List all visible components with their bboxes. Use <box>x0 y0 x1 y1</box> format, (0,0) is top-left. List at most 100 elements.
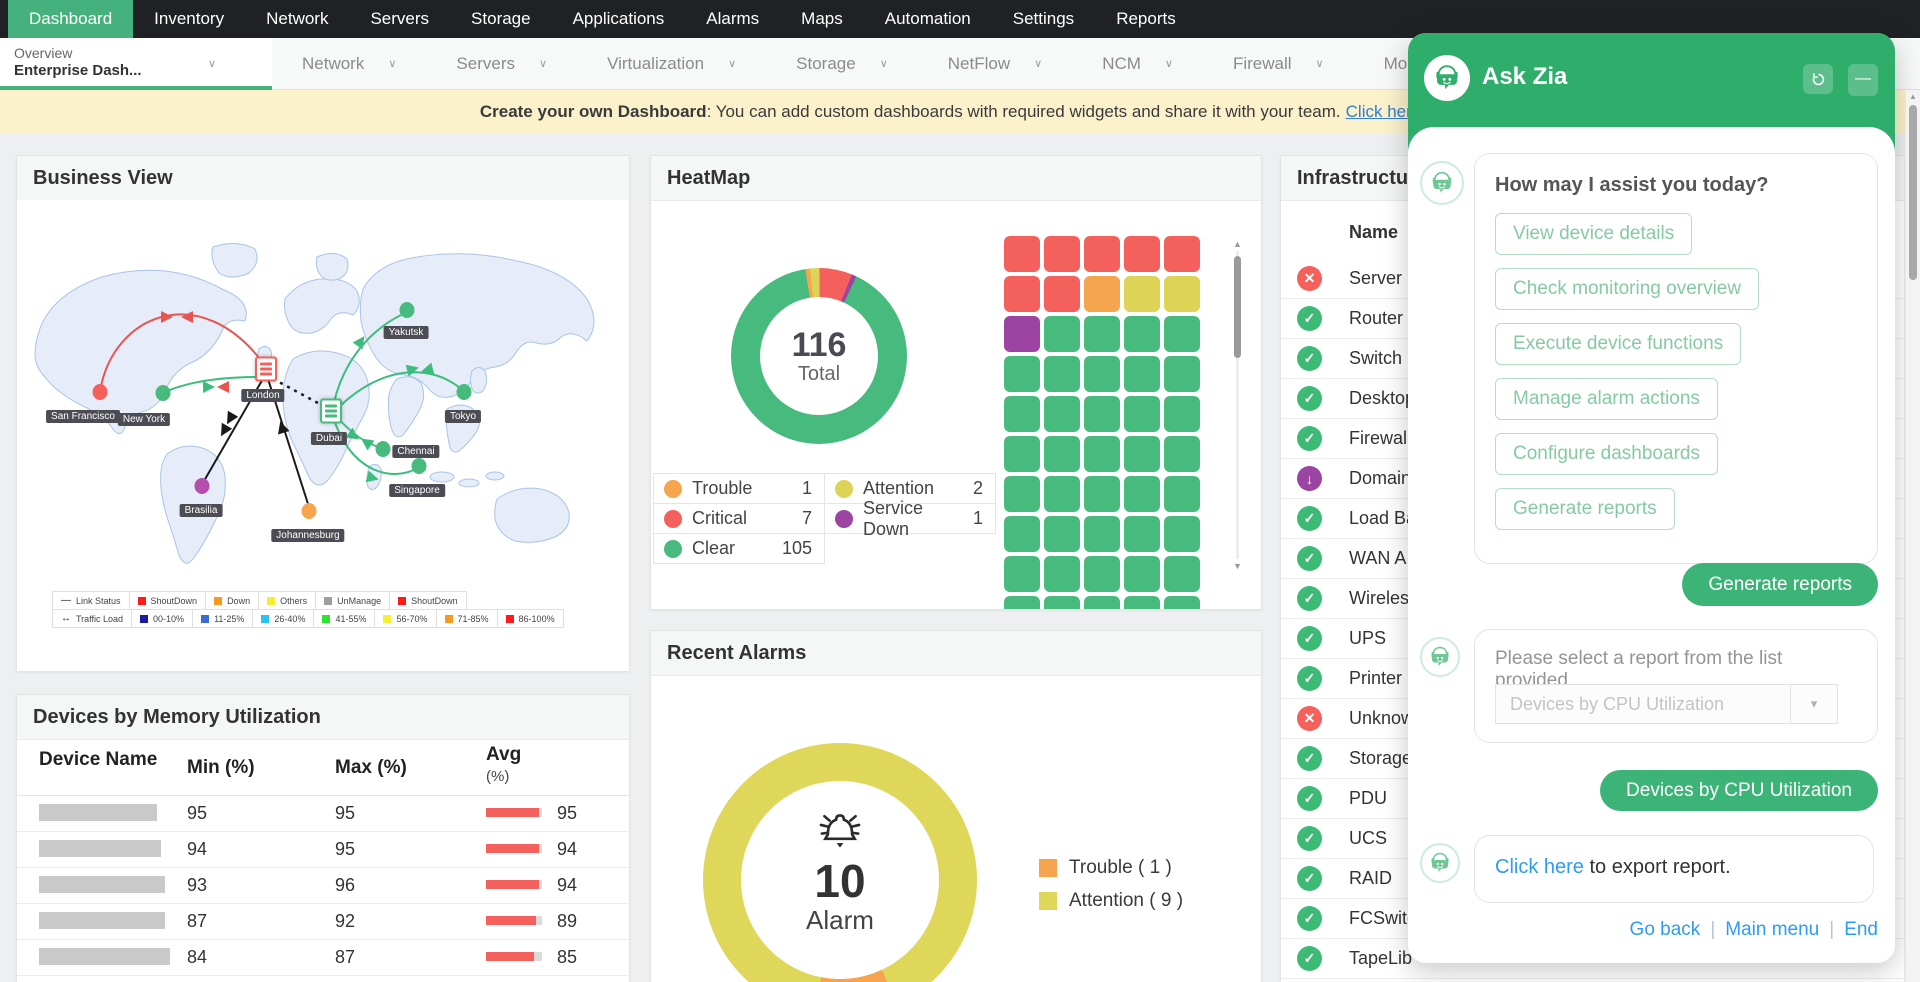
memory-table-row[interactable]: 87 92 89 <box>17 903 629 940</box>
chat-option-configure-dashboards[interactable]: Configure dashboards <box>1495 433 1718 475</box>
map-node-new-york[interactable] <box>155 385 171 401</box>
heatmap-device-square[interactable] <box>1044 236 1080 272</box>
footer-link-main-menu[interactable]: Main menu <box>1725 919 1820 940</box>
memory-table-row[interactable]: 93 96 94 <box>17 867 629 904</box>
page-scrollbar[interactable]: ▲ <box>1905 90 1920 982</box>
heatmap-device-square[interactable] <box>1164 596 1200 609</box>
map-node-brasilia[interactable] <box>194 478 210 494</box>
scroll-up-icon[interactable]: ▲ <box>1909 92 1917 101</box>
heatmap-scrollbar-thumb[interactable] <box>1234 256 1241 358</box>
heatmap-device-square[interactable] <box>1004 596 1040 609</box>
nav-item-network[interactable]: Network <box>266 9 329 28</box>
heatmap-device-square[interactable] <box>1124 516 1160 552</box>
heatmap-device-square[interactable] <box>1004 276 1040 312</box>
page-scrollbar-thumb[interactable] <box>1909 105 1917 280</box>
tab-firewall[interactable]: Firewall ∨ <box>1203 38 1354 89</box>
heatmap-device-square[interactable] <box>1164 396 1200 432</box>
map-node-chennai[interactable] <box>375 441 391 457</box>
map-node-london[interactable] <box>255 356 277 382</box>
heatmap-device-square[interactable] <box>1044 316 1080 352</box>
nav-item-dashboard[interactable]: Dashboard <box>8 0 134 38</box>
heatmap-device-square[interactable] <box>1164 356 1200 392</box>
chat-reset-icon[interactable] <box>1803 64 1833 94</box>
heatmap-device-square[interactable] <box>1004 356 1040 392</box>
memory-table-row[interactable]: 94 95 94 <box>17 831 629 868</box>
heatmap-device-square[interactable] <box>1004 316 1040 352</box>
heatmap-device-square[interactable] <box>1004 556 1040 592</box>
map-node-tokyo[interactable] <box>456 384 472 400</box>
tab-storage[interactable]: Storage ∨ <box>766 38 918 89</box>
heatmap-device-square[interactable] <box>1164 436 1200 472</box>
chat-option-generate-reports[interactable]: Generate reports <box>1495 488 1675 530</box>
heatmap-device-square[interactable] <box>1124 436 1160 472</box>
heatmap-device-square[interactable] <box>1124 316 1160 352</box>
heatmap-device-square[interactable] <box>1044 356 1080 392</box>
tab-network[interactable]: Network ∨ <box>272 38 426 89</box>
heatmap-device-square[interactable] <box>1084 276 1120 312</box>
chat-option-check-monitoring-overview[interactable]: Check monitoring overview <box>1495 268 1760 310</box>
heatmap-device-square[interactable] <box>1164 516 1200 552</box>
heatmap-device-square[interactable] <box>1044 276 1080 312</box>
map-node-yakutsk[interactable] <box>399 302 415 318</box>
chat-option-execute-device-functions[interactable]: Execute device functions <box>1495 323 1742 365</box>
heatmap-device-square[interactable] <box>1124 596 1160 609</box>
report-select-dropdown[interactable]: Devices by CPU Utilization ▾ <box>1495 684 1838 724</box>
nav-item-maps[interactable]: Maps <box>801 9 843 28</box>
heatmap-device-square[interactable] <box>1004 476 1040 512</box>
heatmap-device-square[interactable] <box>1044 396 1080 432</box>
nav-item-applications[interactable]: Applications <box>572 9 665 28</box>
heatmap-device-square[interactable] <box>1004 436 1040 472</box>
nav-item-servers[interactable]: Servers <box>370 9 430 28</box>
heatmap-device-square[interactable] <box>1124 236 1160 272</box>
heatmap-device-square[interactable] <box>1164 476 1200 512</box>
heatmap-device-square[interactable] <box>1004 396 1040 432</box>
infra-row-tapelib[interactable]: ✓ TapeLib <box>1281 939 1904 979</box>
heatmap-device-square[interactable] <box>1124 356 1160 392</box>
chat-minimize-icon[interactable]: — <box>1848 64 1878 96</box>
heatmap-device-square[interactable] <box>1044 516 1080 552</box>
map-node-singapore[interactable] <box>411 458 427 474</box>
heatmap-device-square[interactable] <box>1044 436 1080 472</box>
heatmap-device-square[interactable] <box>1164 556 1200 592</box>
nav-item-settings[interactable]: Settings <box>1012 9 1075 28</box>
heatmap-device-square[interactable] <box>1044 476 1080 512</box>
heatmap-device-square[interactable] <box>1084 236 1120 272</box>
nav-item-automation[interactable]: Automation <box>884 9 971 28</box>
heatmap-device-square[interactable] <box>1044 596 1080 609</box>
map-node-san-francisco[interactable] <box>92 384 108 400</box>
heatmap-device-square[interactable] <box>1084 436 1120 472</box>
nav-item-inventory[interactable]: Inventory <box>154 9 225 28</box>
heatmap-device-square[interactable] <box>1084 516 1120 552</box>
nav-item-reports[interactable]: Reports <box>1116 9 1176 28</box>
memory-table-row[interactable]: 84 87 85 <box>17 939 629 976</box>
tab-netflow[interactable]: NetFlow ∨ <box>918 38 1072 89</box>
tab-ncm[interactable]: NCM ∨ <box>1072 38 1203 89</box>
tab-virtualization[interactable]: Virtualization ∨ <box>577 38 766 89</box>
nav-item-alarms[interactable]: Alarms <box>706 9 760 28</box>
footer-link-end[interactable]: End <box>1844 919 1878 940</box>
chat-option-manage-alarm-actions[interactable]: Manage alarm actions <box>1495 378 1718 420</box>
map-node-dubai[interactable] <box>320 398 342 424</box>
heatmap-device-square[interactable] <box>1084 356 1120 392</box>
heatmap-device-square[interactable] <box>1084 556 1120 592</box>
heatmap-device-square[interactable] <box>1124 476 1160 512</box>
heatmap-device-square[interactable] <box>1084 316 1120 352</box>
heatmap-device-square[interactable] <box>1084 596 1120 609</box>
heatmap-device-square[interactable] <box>1044 556 1080 592</box>
heatmap-device-square[interactable] <box>1124 556 1160 592</box>
heatmap-device-square[interactable] <box>1004 236 1040 272</box>
tab-servers[interactable]: Servers ∨ <box>426 38 577 89</box>
export-report-link[interactable]: Click here <box>1495 856 1584 878</box>
map-node-johannesburg[interactable] <box>301 503 317 519</box>
heatmap-device-square[interactable] <box>1164 236 1200 272</box>
scroll-up-icon[interactable]: ▲ <box>1233 239 1242 249</box>
memory-table-row[interactable]: 95 95 95 <box>17 795 629 832</box>
nav-item-storage[interactable]: Storage <box>471 9 531 28</box>
heatmap-device-square[interactable] <box>1164 276 1200 312</box>
heatmap-device-square[interactable] <box>1004 516 1040 552</box>
heatmap-scrollbar[interactable]: ▲ ▼ <box>1231 239 1244 571</box>
chat-option-view-device-details[interactable]: View device details <box>1495 213 1693 255</box>
heatmap-device-square[interactable] <box>1084 476 1120 512</box>
tab-overview-enterprise-dash[interactable]: Overview Enterprise Dash... ∨ <box>0 38 272 90</box>
heatmap-device-square[interactable] <box>1084 396 1120 432</box>
